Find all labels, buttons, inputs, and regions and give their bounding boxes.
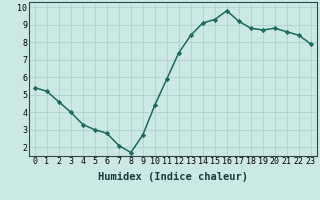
X-axis label: Humidex (Indice chaleur): Humidex (Indice chaleur) [98, 172, 248, 182]
